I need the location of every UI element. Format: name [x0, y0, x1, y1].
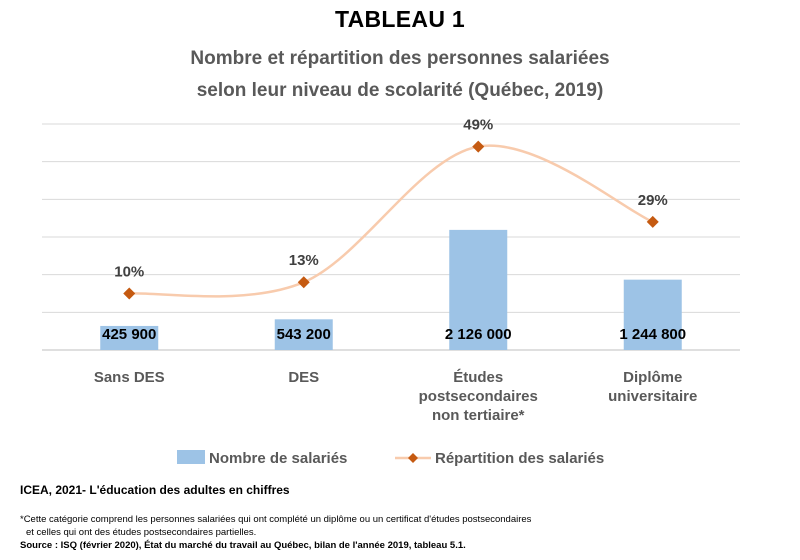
- source-credit: ICEA, 2021- L'éducation des adultes en c…: [20, 483, 290, 497]
- category-label-line: non tertiaire*: [432, 407, 525, 424]
- legend-label-line: Répartition des salariés: [435, 450, 604, 467]
- category-label-line: Diplôme: [623, 369, 682, 386]
- footnote-line-2: et celles qui ont des études postseconda…: [26, 527, 257, 538]
- percent-label: 10%: [114, 264, 144, 281]
- line-marker-3: [472, 140, 485, 153]
- percent-label: 29%: [638, 192, 668, 209]
- footnote: *Cette catégorie comprend les personnes …: [20, 513, 700, 539]
- bar-2: [274, 319, 333, 350]
- category-label: Sans DES: [94, 369, 165, 386]
- chart-area: 425 900 543 200 2 126 000 1 244 800 10% 13% 49…: [42, 117, 740, 467]
- category-label-line: DES: [288, 369, 319, 386]
- category-label: Études postsecondaires non tertiaire*: [419, 369, 538, 424]
- chart-subtitle-line-2: selon leur niveau de scolarité (Québec, …: [196, 80, 604, 101]
- category-label: Diplôme universitaire: [608, 369, 697, 405]
- legend-swatch-bars: [177, 450, 205, 464]
- category-label: DES: [288, 369, 319, 386]
- percent-label: 13%: [289, 252, 319, 269]
- footnote-line-1: *Cette catégorie comprend les personnes …: [20, 514, 532, 525]
- legend-swatch-marker: [408, 453, 418, 463]
- percent-label: 49%: [463, 117, 493, 134]
- bar-value-label: 1 244 800: [619, 326, 686, 343]
- bar-value-label: 2 126 000: [445, 326, 512, 343]
- line-marker-4: [646, 215, 659, 228]
- legend-label-bars: Nombre de salariés: [209, 450, 347, 467]
- bar-3: [449, 229, 508, 350]
- chart-title: TABLEAU 1: [334, 6, 466, 32]
- bar-value-label: 543 200: [277, 326, 331, 343]
- category-label-line: postsecondaires: [419, 388, 538, 405]
- category-label-line: universitaire: [608, 388, 697, 405]
- bar-1: [100, 325, 159, 350]
- series-line-repartition: [129, 144, 654, 298]
- category-label-line: Études: [453, 369, 503, 386]
- chart-subtitle-line-1: Nombre et répartition des personnes sala…: [190, 48, 610, 69]
- line-marker-2: [297, 276, 310, 289]
- bar-4: [623, 279, 682, 350]
- line-marker-1: [123, 287, 136, 300]
- category-label-line: Sans DES: [94, 369, 165, 386]
- bar-value-label: 425 900: [102, 326, 156, 343]
- data-source-reference: Source : ISQ (février 2020), État du mar…: [20, 540, 466, 551]
